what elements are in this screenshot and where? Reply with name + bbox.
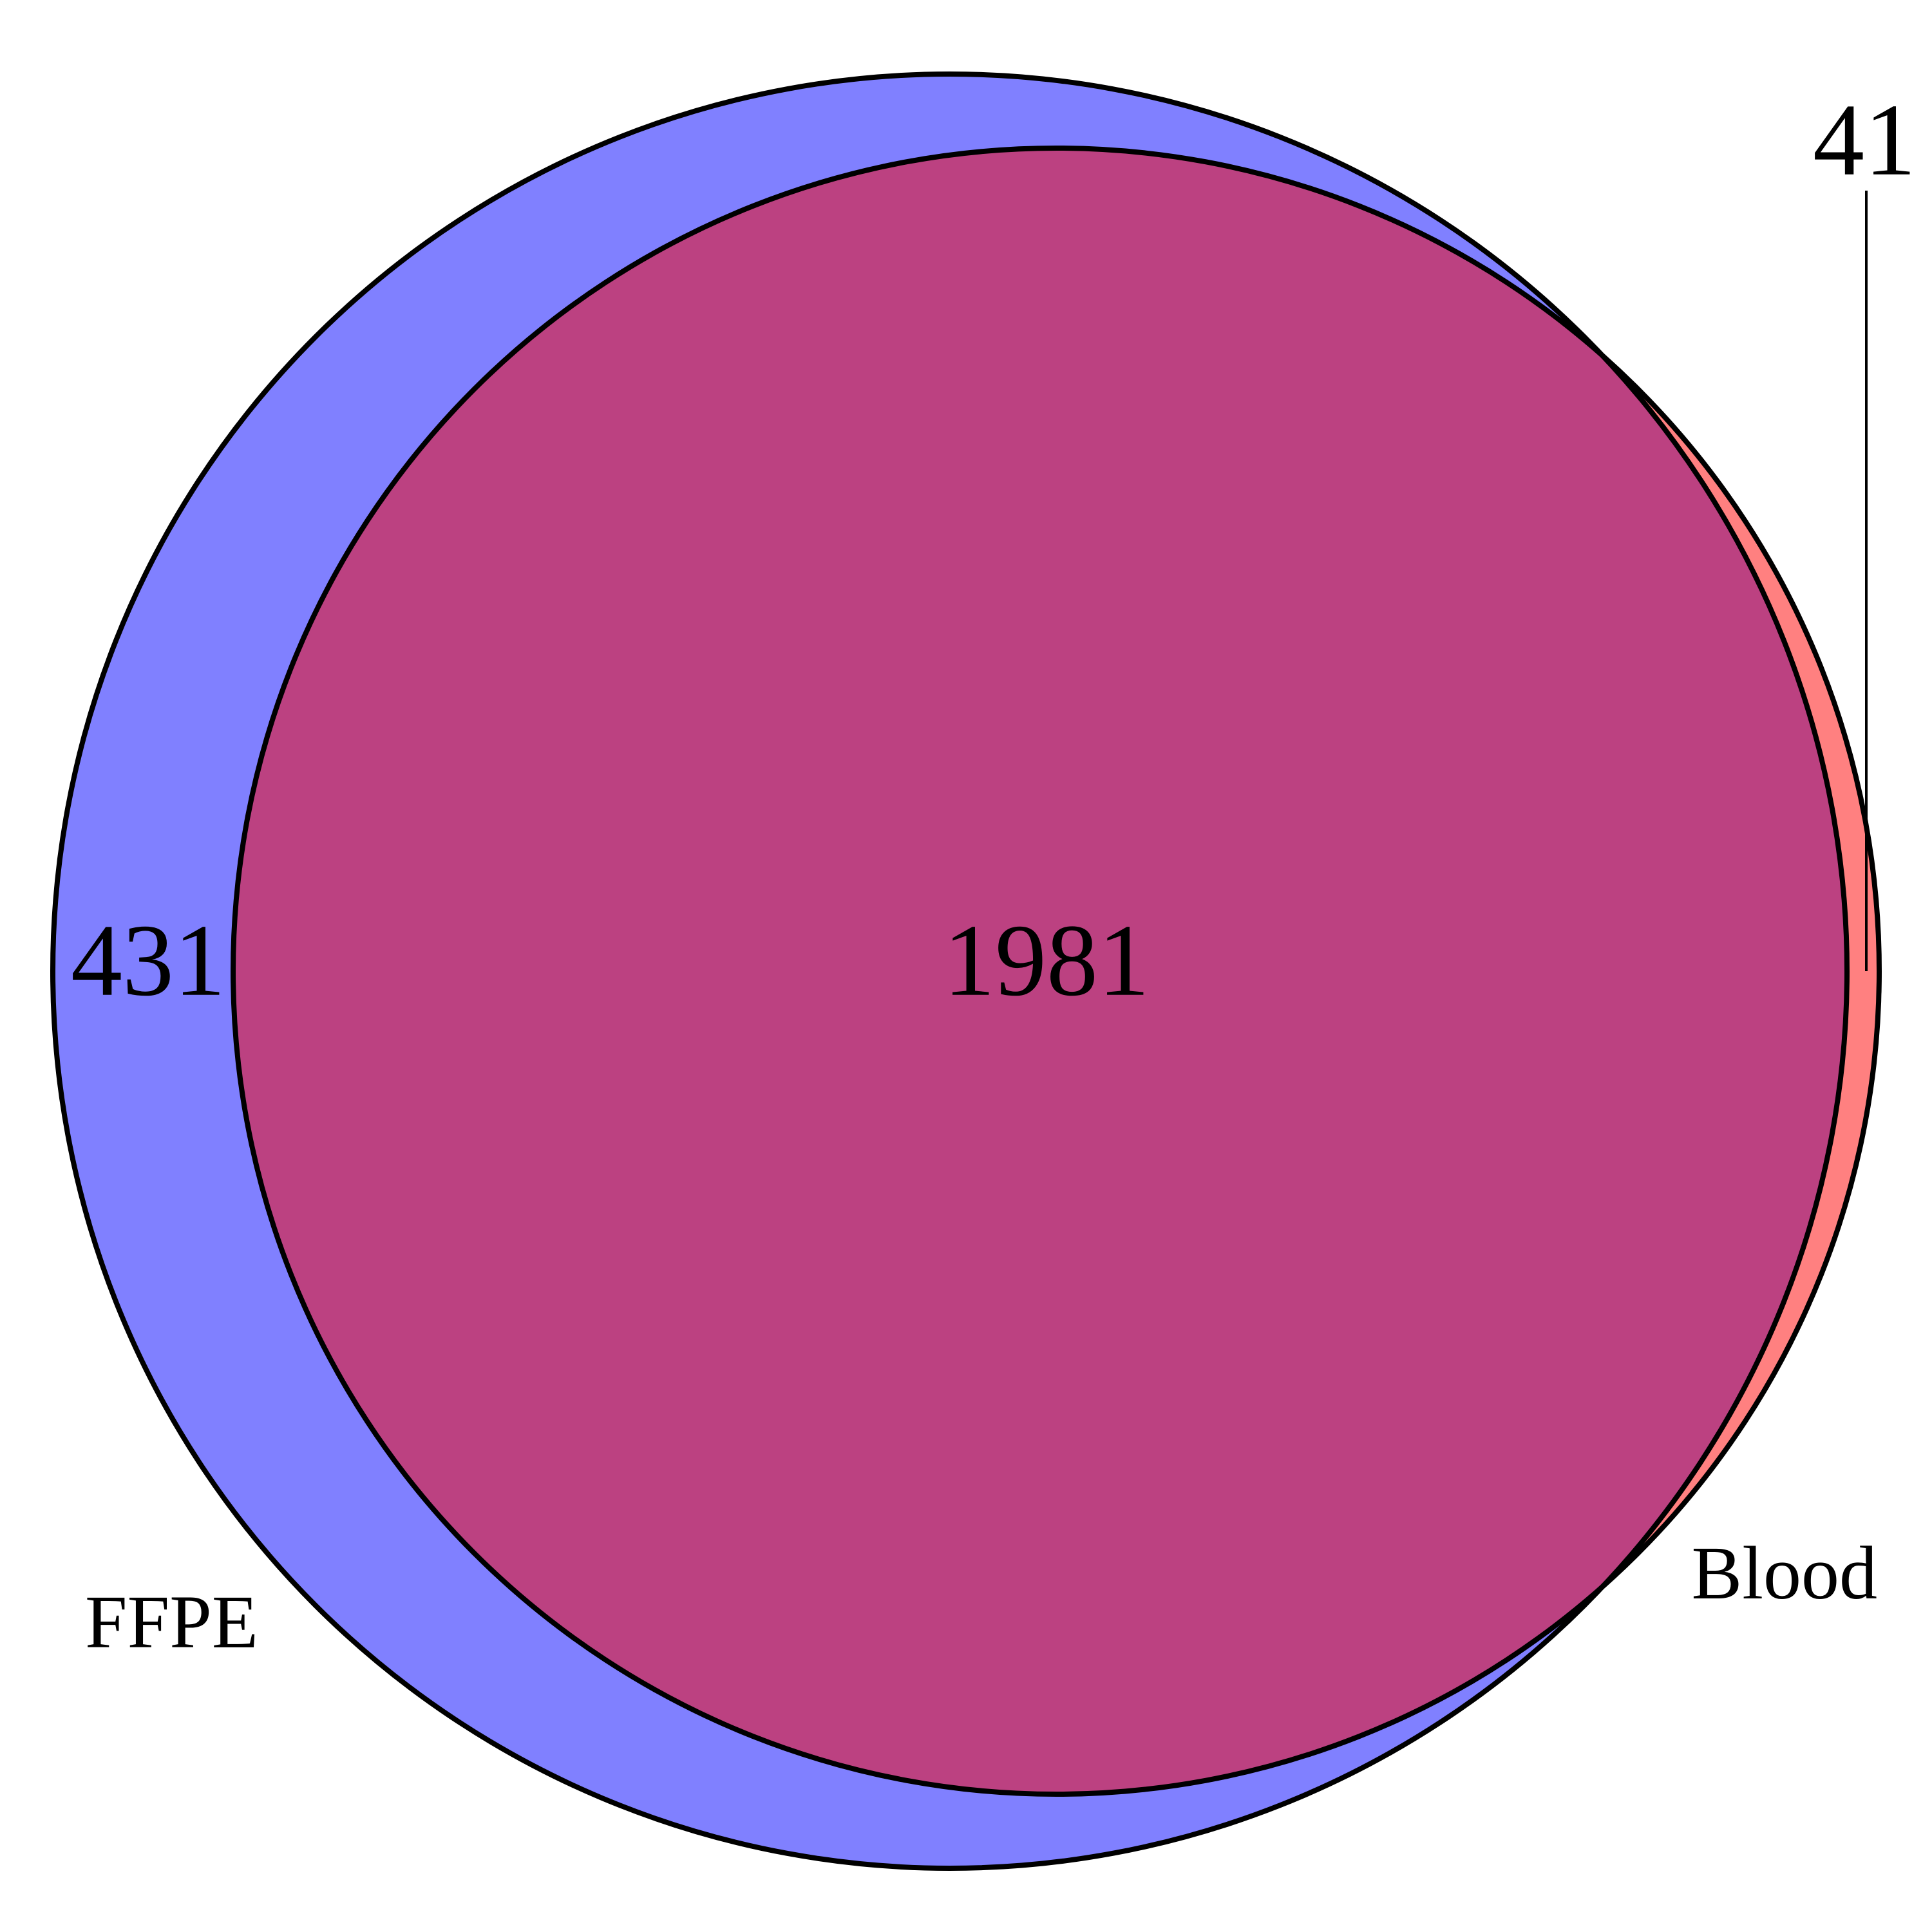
blood-only-count: 41 bbox=[1813, 82, 1916, 197]
ffpe-only-count: 431 bbox=[71, 903, 225, 1018]
ffpe-set-outline bbox=[50, 71, 1850, 1871]
blood-set-label: Blood bbox=[1692, 1531, 1878, 1615]
ffpe-set-label: FFPE bbox=[85, 1580, 258, 1664]
intersection-region bbox=[233, 148, 1847, 1794]
blood-set-outline bbox=[231, 146, 1882, 1797]
intersection-count: 1981 bbox=[943, 903, 1150, 1018]
